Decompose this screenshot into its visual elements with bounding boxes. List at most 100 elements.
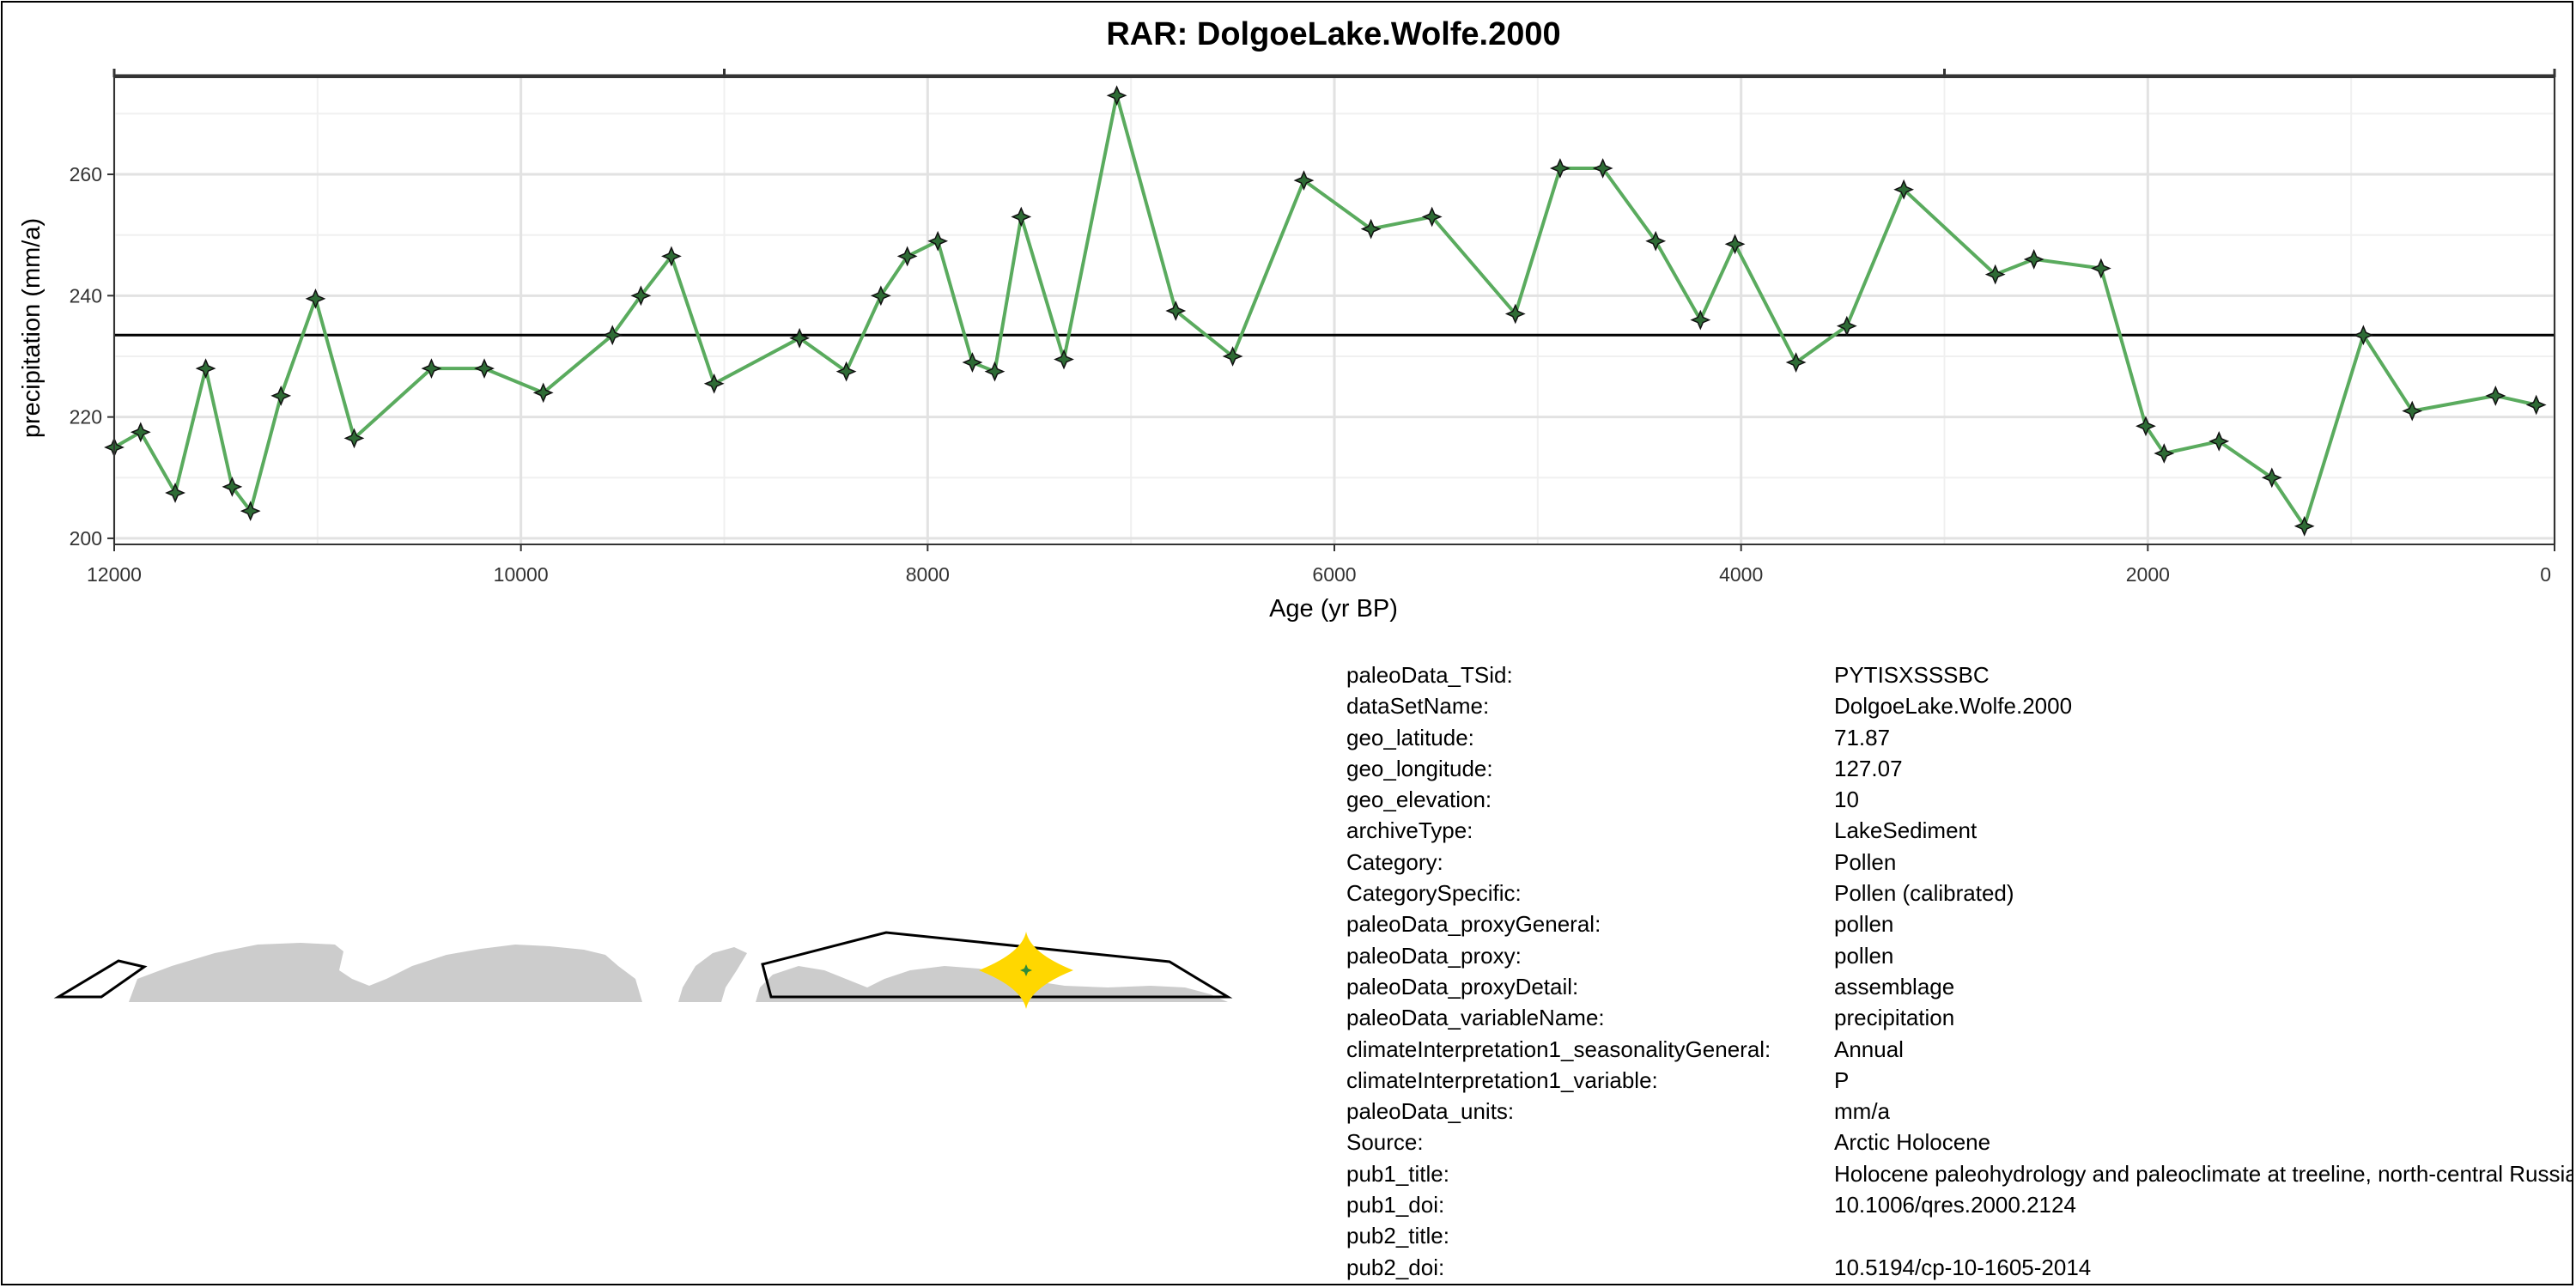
data-point [165,483,185,503]
data-point [630,285,652,307]
metadata-value: assemblage [1834,973,1955,999]
data-point [2208,430,2230,452]
data-point [602,325,623,346]
grid [112,77,2556,544]
data-point [984,361,1005,382]
data-point [1724,234,1746,255]
metadata-row: climateInterpretation1_variable: P [1346,1065,2573,1096]
series-line [113,94,2537,528]
data-point [2525,394,2547,416]
metadata-key: geo_latitude: [1346,724,1474,750]
data-point [2023,249,2044,270]
metadata-value: 127.07 [1834,755,1903,781]
metadata-key: Source: [1346,1129,1424,1156]
data-point [703,373,725,394]
data-point [1504,303,1526,325]
metadata-key: paleoData_proxyGeneral: [1346,911,1601,938]
metadata-key: geo_elevation: [1346,787,1492,813]
metadata-row: geo_elevation: 10 [1346,784,2573,815]
chart: RAR: DolgoeLake.Wolfe.2000 12000 10000 800… [18,16,2556,623]
metadata-key: pub2_doi: [1346,1254,1445,1280]
metadata-value: Annual [1834,1036,1904,1062]
chart-title: RAR: DolgoeLake.Wolfe.2000 [1106,16,1560,52]
data-point [222,476,243,497]
metadata-key: archiveType: [1346,817,1473,844]
metadata-key: pub1_doi: [1346,1192,1445,1218]
data-point [2402,400,2423,422]
data-point [195,358,216,380]
x-tick-label: 8000 [906,563,950,586]
data-point [1360,218,1382,240]
metadata-row: pub1_title: Holocene paleohydrology and p… [1346,1158,2573,1189]
metadata-row: geo_latitude: 71.87 [1346,722,2573,753]
metadata-row: pub2_doi: 10.5194/cp-10-1605-2014 [1346,1252,2573,1283]
metadata-row: geo_longitude: 127.07 [1346,753,2573,784]
metadata-value: 10.5194/cp-10-1605-2014 [1834,1254,2092,1280]
metadata-row: climateInterpretation1_seasonalityGenera… [1346,1034,2573,1065]
metadata-row: dataSetName: DolgoeLake.Wolfe.2000 [1346,690,2573,721]
metadata-row: Category: Pollen [1346,847,2573,878]
data-point [1984,264,2006,285]
data-point [130,422,151,443]
data-point [1106,85,1127,106]
site-map [53,931,1233,1009]
x-tick-label: 6000 [1312,563,1356,586]
metadata-value: DolgoeLake.Wolfe.2000 [1834,693,2073,720]
metadata-value: 71.87 [1834,724,1891,750]
data-point [343,428,365,449]
data-point [1592,158,1613,179]
data-point [1293,170,1315,191]
data-point [270,386,292,406]
data-point [421,358,442,380]
data-point [870,285,891,307]
data-point [1785,352,1807,373]
y-tick-label: 200 [70,527,102,550]
site-point [1020,964,1032,976]
metadata-value: LakeSediment [1834,817,1978,844]
metadata-value: P [1834,1066,1850,1093]
data-point [1011,206,1032,228]
data-point [532,382,554,404]
land-greenland [129,943,642,1002]
metadata-key: CategorySpecific: [1346,880,1522,907]
metadata-key: paleoData_units: [1346,1098,1515,1125]
data-point [1645,230,1667,252]
metadata-row: archiveType: LakeSediment [1346,815,2573,846]
land-arctic-islands [678,947,747,1002]
metadata-value: Pollen (calibrated) [1834,880,2014,907]
metadata-row: paleoData_proxy: pollen [1346,940,2573,971]
y-axis-label: precipitation (mm/a) [18,218,46,438]
data-point [661,246,682,267]
metadata-row: Source: Arctic Holocene [1346,1127,2573,1157]
y-tick-label: 260 [70,163,102,185]
metadata-value: precipitation [1834,1005,1955,1031]
metadata-row: CategorySpecific: Pollen (calibrated) [1346,878,2573,908]
x-tick-label: 0 [2540,563,2551,586]
data-point [1836,315,1857,337]
data-point [1421,206,1443,228]
x-tick-label: 4000 [1719,563,1763,586]
data-point [1690,309,1711,331]
data-point [896,246,918,267]
metadata-value: 10.1006/qres.2000.2124 [1834,1192,2076,1218]
x-axis-label: Age (yr BP) [1269,595,1398,623]
data-points [104,85,2547,537]
site-marker [979,932,1073,1009]
metadata-key: dataSetName: [1346,693,1490,720]
data-point [2136,416,2156,437]
metadata-key: pub2_title: [1346,1223,1449,1249]
metadata-row: paleoData_proxyDetail: assemblage [1346,971,2573,1002]
data-point [240,501,261,522]
data-point [305,288,326,309]
metadata-value: Pollen [1834,848,1897,875]
data-point [789,327,811,349]
metadata-key: Category: [1346,848,1443,875]
data-point [2154,443,2175,464]
metadata-table: paleoData_TSid: PYTISXSSSBC dataSetName: Do… [1346,659,2573,1283]
metadata-value: Arctic Holocene [1834,1129,1991,1156]
data-point [835,361,857,382]
metadata-value: 10 [1834,787,1859,813]
data-point [1549,158,1571,179]
data-point [2353,325,2374,346]
x-tick-label: 2000 [2126,563,2170,586]
